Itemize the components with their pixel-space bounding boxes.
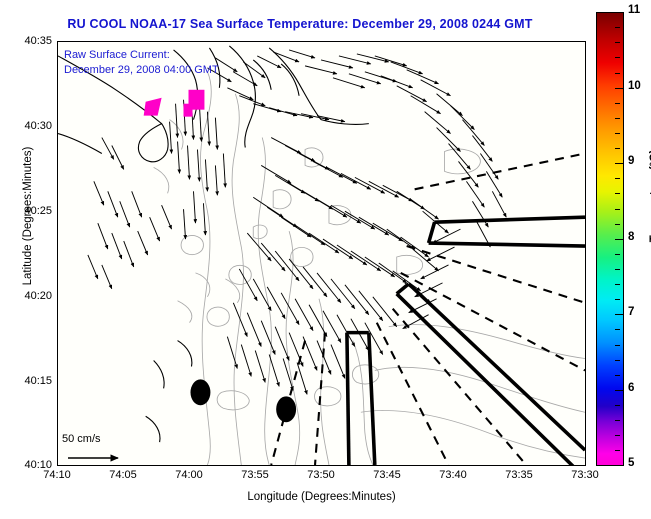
vector-scale-label: 50 cm/s bbox=[62, 433, 101, 445]
colorbar-minor-tick bbox=[615, 118, 620, 119]
colorbar-tick-5 bbox=[615, 465, 624, 466]
colorbar-label-8: 8 bbox=[628, 231, 635, 243]
sst-magenta-pixels bbox=[143, 89, 205, 117]
ytick-1: 40:30 bbox=[24, 120, 52, 132]
colorbar-label-5: 5 bbox=[628, 457, 635, 469]
ytick-5: 40:10 bbox=[24, 459, 52, 471]
surface-current-vectors bbox=[87, 49, 507, 395]
colorbar-minor-tick bbox=[615, 178, 620, 179]
y-axis-label: Latitude (Degrees:Minutes) bbox=[22, 146, 34, 286]
colorbar-minor-tick bbox=[615, 405, 620, 406]
colorbar-tick-6 bbox=[615, 390, 624, 391]
figure-title: RU COOL NOAA-17 Sea Surface Temperature:… bbox=[67, 17, 533, 31]
colorbar-minor-tick bbox=[615, 254, 620, 255]
ytick-3: 40:20 bbox=[24, 290, 52, 302]
colorbar-label-9: 9 bbox=[628, 155, 635, 167]
colorbar-minor-tick bbox=[615, 329, 620, 330]
xtick-5: 73:45 bbox=[373, 469, 401, 481]
colorbar-minor-tick bbox=[615, 103, 620, 104]
colorbar-label-10: 10 bbox=[628, 80, 641, 92]
colorbar-label-7: 7 bbox=[628, 306, 635, 318]
vector-scale-arrow-icon bbox=[68, 454, 119, 462]
annotation-line-1: Raw Surface Current: bbox=[64, 49, 170, 61]
annotation-raw-surface-current: Raw Surface Current: December 29, 2008 0… bbox=[64, 48, 219, 78]
colorbar-minor-tick bbox=[615, 284, 620, 285]
xtick-0: 74:10 bbox=[43, 469, 71, 481]
xtick-3: 73:55 bbox=[241, 469, 269, 481]
colorbar-tick-9 bbox=[615, 163, 624, 164]
colorbar-minor-tick bbox=[615, 420, 620, 421]
colorbar-minor-tick bbox=[615, 345, 620, 346]
ytick-0: 40:35 bbox=[24, 35, 52, 47]
ytick-2: 40:25 bbox=[24, 205, 52, 217]
annotation-line-2: December 29, 2008 04:00 GMT bbox=[64, 64, 219, 76]
xtick-2: 74:00 bbox=[175, 469, 203, 481]
shipping-traffic-lanes bbox=[345, 215, 585, 465]
colorbar-minor-tick bbox=[615, 57, 620, 58]
xtick-8: 73:30 bbox=[571, 469, 599, 481]
xtick-7: 73:35 bbox=[505, 469, 533, 481]
mooring-markers bbox=[190, 379, 297, 423]
map-canvas bbox=[58, 45, 585, 465]
x-axis-label: Longitude (Degrees:Minutes) bbox=[247, 491, 396, 503]
colorbar-minor-tick bbox=[615, 193, 620, 194]
colorbar-label-6: 6 bbox=[628, 382, 635, 394]
colorbar-tick-7 bbox=[615, 314, 624, 315]
xtick-6: 73:40 bbox=[439, 469, 467, 481]
map-plot-area bbox=[57, 41, 586, 466]
vector-scale-legend: 50 cm/s bbox=[62, 433, 182, 467]
colorbar-minor-tick bbox=[615, 209, 620, 210]
colorbar-minor-tick bbox=[615, 133, 620, 134]
colorbar-minor-tick bbox=[615, 269, 620, 270]
colorbar-minor-tick bbox=[615, 360, 620, 361]
colorbar-label-11: 11 bbox=[628, 4, 641, 16]
colorbar-minor-tick bbox=[615, 224, 620, 225]
colorbar-minor-tick bbox=[615, 375, 620, 376]
xtick-1: 74:05 bbox=[109, 469, 137, 481]
colorbar-tick-11 bbox=[615, 12, 624, 13]
colorbar-minor-tick bbox=[615, 73, 620, 74]
colorbar-minor-tick bbox=[615, 299, 620, 300]
colorbar-tick-8 bbox=[615, 239, 624, 240]
xtick-4: 73:50 bbox=[307, 469, 335, 481]
colorbar-minor-tick bbox=[615, 27, 620, 28]
colorbar-tick-10 bbox=[615, 88, 624, 89]
colorbar-minor-tick bbox=[615, 148, 620, 149]
colorbar-minor-tick bbox=[615, 435, 620, 436]
ytick-4: 40:15 bbox=[24, 375, 52, 387]
colorbar-minor-tick bbox=[615, 42, 620, 43]
bathymetry-contours bbox=[153, 71, 585, 465]
colorbar-minor-tick bbox=[615, 450, 620, 451]
